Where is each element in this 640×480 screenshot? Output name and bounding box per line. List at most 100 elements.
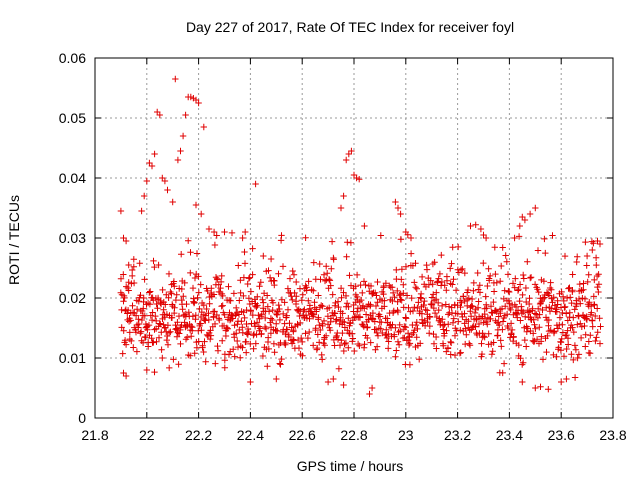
data-point <box>295 306 302 313</box>
data-point <box>216 316 223 324</box>
data-point <box>351 347 358 355</box>
data-point <box>165 329 173 336</box>
data-point <box>457 303 464 311</box>
x-tick-label: 22.2 <box>185 427 212 443</box>
data-point <box>204 287 211 295</box>
data-point <box>451 351 459 359</box>
data-point <box>432 296 440 303</box>
data-point <box>576 280 583 288</box>
data-point <box>378 319 385 326</box>
data-point <box>315 292 322 299</box>
data-point <box>505 288 512 295</box>
data-point <box>459 313 466 321</box>
data-point <box>414 325 421 333</box>
data-point <box>336 342 344 349</box>
data-point <box>234 321 241 328</box>
data-point <box>566 309 573 316</box>
data-point <box>353 293 361 301</box>
data-point <box>374 278 381 286</box>
data-point <box>546 308 554 315</box>
data-point <box>122 341 130 348</box>
data-point <box>135 298 142 305</box>
data-point <box>539 306 546 314</box>
data-point <box>433 289 440 296</box>
data-point <box>321 342 328 349</box>
data-point <box>592 337 599 345</box>
data-point <box>595 288 602 296</box>
data-point <box>548 286 555 293</box>
data-point <box>590 240 597 247</box>
data-point <box>558 378 565 386</box>
data-point <box>175 312 183 320</box>
data-point <box>480 259 487 267</box>
data-point <box>583 262 590 269</box>
data-point <box>565 285 572 292</box>
data-point <box>180 293 187 300</box>
data-point <box>179 306 186 313</box>
data-point <box>140 294 147 302</box>
data-point <box>148 162 156 170</box>
data-point <box>496 321 503 329</box>
data-point <box>545 290 552 297</box>
data-point <box>253 303 260 311</box>
data-point <box>381 303 388 310</box>
data-point <box>125 287 132 294</box>
data-point <box>450 276 457 283</box>
data-point <box>299 352 306 359</box>
data-point <box>507 320 515 327</box>
data-point <box>570 328 577 336</box>
data-point <box>582 238 589 246</box>
y-axis-label: ROTI / TECUs <box>6 195 22 285</box>
data-point <box>177 147 184 155</box>
data-point <box>305 278 312 285</box>
data-point <box>394 308 402 316</box>
data-point <box>536 311 543 318</box>
data-point <box>504 324 512 332</box>
data-point <box>443 273 451 280</box>
data-point <box>426 313 433 321</box>
data-point <box>301 306 308 313</box>
data-point <box>382 280 390 287</box>
data-point <box>465 318 472 325</box>
data-point <box>404 330 412 337</box>
data-point <box>217 278 225 286</box>
data-point <box>219 337 226 344</box>
data-point <box>122 372 130 380</box>
data-point <box>343 300 351 307</box>
data-point <box>247 307 254 315</box>
data-point <box>213 275 221 282</box>
data-point <box>510 333 517 340</box>
data-point <box>150 257 157 265</box>
data-point <box>326 277 334 284</box>
data-point <box>521 336 528 344</box>
data-point <box>461 310 468 317</box>
data-point <box>406 361 414 368</box>
data-point <box>516 297 523 305</box>
data-point <box>472 221 479 228</box>
data-point <box>498 262 505 270</box>
data-point <box>129 302 136 309</box>
data-point <box>402 314 409 321</box>
data-point <box>450 315 457 322</box>
data-point <box>238 318 245 325</box>
data-point <box>596 240 604 248</box>
x-tick-label: 22.8 <box>340 427 367 443</box>
data-point <box>264 303 271 310</box>
data-point <box>271 277 278 285</box>
data-point <box>568 299 575 307</box>
data-point <box>589 323 596 330</box>
data-point <box>412 321 420 329</box>
data-point <box>145 343 152 350</box>
y-tick-label: 0.05 <box>59 110 86 126</box>
data-point <box>189 324 196 331</box>
data-point <box>348 147 355 155</box>
data-point <box>412 284 419 291</box>
data-point <box>471 309 479 317</box>
data-point <box>478 350 486 358</box>
data-point <box>239 324 246 331</box>
data-point <box>436 315 443 322</box>
data-point <box>205 225 213 233</box>
data-point <box>213 311 220 319</box>
x-tick-label: 22.6 <box>289 427 316 443</box>
data-point <box>485 330 492 337</box>
